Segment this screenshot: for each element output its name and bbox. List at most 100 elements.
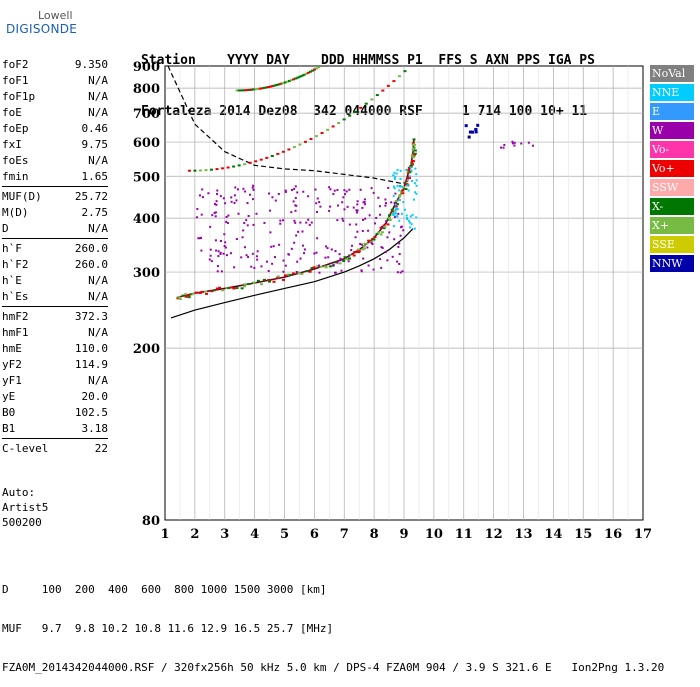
echo-point (216, 265, 219, 268)
echo-point (348, 223, 351, 226)
echo-point (398, 189, 401, 192)
echo-point (366, 246, 369, 249)
echo-point (281, 82, 285, 85)
echo-point (251, 198, 254, 201)
echo-point (264, 86, 268, 89)
echo-point (224, 202, 227, 205)
param-value: 110.0 (74, 342, 108, 355)
echo-point (284, 189, 287, 192)
echo-point (196, 207, 199, 210)
echo-point (199, 194, 202, 197)
echo-point (258, 87, 262, 90)
echo-point (369, 240, 373, 243)
param-name: yF1 (2, 374, 22, 387)
echo-point (263, 221, 266, 224)
echo-point (274, 199, 277, 202)
echo-point (467, 135, 471, 139)
footer-file-info: FZA0M_2014342044000.RSF / 320fx256h 50 k… (2, 661, 665, 674)
echo-point (177, 296, 181, 299)
echo-point (307, 195, 310, 198)
echo-point (198, 291, 202, 294)
echo-point (316, 265, 320, 268)
echo-point (362, 257, 365, 260)
echo-point (200, 213, 203, 216)
echo-point (287, 253, 290, 256)
echo-point (362, 218, 365, 221)
echo-point (225, 215, 228, 218)
echo-point (387, 216, 391, 219)
echo-point (415, 179, 418, 182)
echo-point (291, 189, 294, 192)
echo-point (398, 194, 402, 197)
y-tick-label: 800 (133, 82, 160, 97)
param-value: 260.0 (74, 258, 108, 271)
param-separator (2, 238, 108, 239)
x-tick-label: 6 (310, 527, 319, 542)
echo-point (405, 180, 409, 183)
echo-point (333, 189, 336, 192)
echo-point (251, 252, 254, 255)
x-tick-label: 15 (574, 527, 592, 542)
echo-point (406, 170, 410, 173)
echo-point (511, 142, 514, 145)
echo-point (392, 225, 395, 228)
echo-point (392, 80, 396, 83)
echo-point (399, 234, 402, 237)
echo-point (359, 106, 363, 109)
echo-point (260, 87, 264, 90)
echo-point (336, 219, 339, 222)
echo-point (308, 270, 312, 273)
echo-point (213, 202, 216, 205)
echo-point (342, 259, 346, 262)
echo-point (269, 231, 272, 234)
echo-point (337, 122, 341, 125)
x-tick-label: 14 (544, 527, 562, 542)
echo-point (302, 190, 305, 193)
param-separator (2, 438, 108, 439)
echo-point (194, 291, 198, 294)
echo-point (225, 287, 229, 290)
echo-point (319, 205, 322, 208)
echo-point (398, 253, 401, 256)
echo-point (313, 252, 316, 255)
echo-point (341, 217, 344, 220)
echo-point (303, 252, 306, 255)
echo-point (395, 172, 398, 175)
param-value: N/A (88, 222, 108, 235)
echo-point (294, 197, 297, 200)
echo-point (305, 270, 309, 273)
echo-point (406, 179, 409, 182)
echo-point (276, 275, 280, 278)
param-value: 20.0 (81, 390, 109, 403)
echo-point (361, 206, 364, 209)
echo-point (267, 278, 271, 281)
echo-point (319, 265, 323, 268)
echo-point (372, 238, 376, 241)
echo-point (328, 186, 331, 189)
param-name: foF1 (2, 74, 29, 87)
legend-entry: SSE (650, 236, 694, 253)
echo-point (187, 294, 191, 297)
echo-point (403, 70, 407, 73)
echo-point (368, 214, 371, 217)
echo-point (308, 223, 311, 226)
echo-point (396, 271, 399, 274)
param-separator (2, 186, 108, 187)
echo-point (353, 110, 357, 113)
echo-point (361, 230, 364, 233)
echo-point (380, 231, 384, 234)
echo-point (375, 94, 379, 97)
echo-point (211, 214, 214, 217)
echo-point (205, 292, 209, 295)
echo-point (307, 218, 310, 221)
param-name: hmF2 (2, 310, 29, 323)
echo-point (210, 168, 214, 171)
echo-point (409, 215, 412, 218)
x-tick-label: 4 (250, 527, 259, 542)
echo-point (256, 87, 260, 90)
echo-point (355, 223, 358, 226)
echo-point (397, 245, 400, 248)
echo-point (271, 262, 274, 265)
echo-point (294, 185, 297, 188)
echo-point (276, 276, 280, 279)
